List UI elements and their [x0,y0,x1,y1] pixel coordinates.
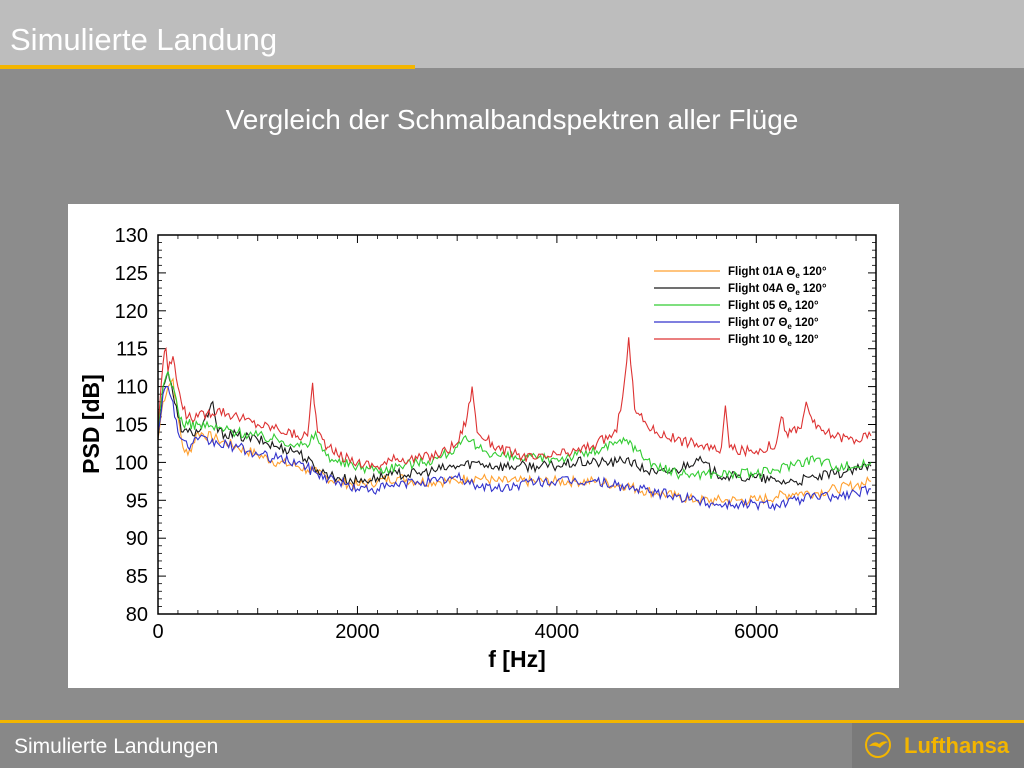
y-axis-label: PSD [dB] [78,374,104,474]
y-tick-label: 125 [115,263,148,285]
crane-logo-icon [865,732,891,758]
y-tick-label: 110 [116,377,148,399]
plot-frame [157,234,877,615]
y-tick-label: 115 [116,339,148,361]
legend-angle: 120° [795,300,819,312]
legend-subscript: e [787,322,792,331]
x-tick-label: 0 [152,621,163,643]
slide-header-title: Simulierte Landung [10,22,278,57]
legend-subscript: e [795,288,800,297]
x-tick-label: 2000 [335,621,380,643]
legend-angle: 120° [803,266,827,278]
header-accent-rule [0,65,415,69]
chart-panel: 80 85 90 95 100 105 110 115 120 125 130 0 2000 4000 60… [68,204,899,688]
legend-subscript: e [795,271,800,280]
legend-label: Flight 10 Θe 120° [728,334,819,348]
legend-series-name: Flight 05 Θ [728,300,787,312]
lufthansa-logo: Lufthansa [852,723,1024,768]
y-tick-label: 85 [126,566,148,588]
series-line-4 [158,385,872,512]
x-tick-label: 4000 [535,621,580,643]
y-tick-label: 90 [126,528,148,550]
logo-wordmark: Lufthansa [904,733,1010,758]
series-line-2 [158,371,872,487]
legend-label: Flight 07 Θe 120° [728,317,819,331]
legend-series-name: Flight 04A Θ [728,283,795,295]
y-tick-label: 80 [126,604,148,626]
legend-subscript: e [787,305,792,314]
legend-label: Flight 05 Θe 120° [728,300,819,314]
legend-label: Flight 04A Θe 120° [728,283,827,297]
legend-angle: 120° [795,317,819,329]
psd-chart: 80 85 90 95 100 105 110 115 120 125 130 0 2000 4000 60… [78,225,877,672]
legend-series-name: Flight 01A Θ [728,266,795,278]
y-tick-label: 130 [115,225,148,247]
y-tick-label: 105 [115,415,148,437]
series-line-1 [158,377,872,506]
x-tick-label: 6000 [734,621,779,643]
y-tick-label: 95 [126,490,148,512]
header-bar: Simulierte Landung [0,0,1024,68]
series-line-3 [158,369,872,482]
legend-angle: 120° [795,334,819,346]
legend-subscript: e [787,339,792,348]
footer-accent-rule [0,720,1024,723]
x-axis-label: f [Hz] [488,646,545,672]
series-line-5 [158,337,872,471]
legend-label: Flight 01A Θe 120° [728,266,827,280]
y-tick-label: 100 [115,452,148,474]
legend-angle: 120° [803,283,827,295]
y-tick-label: 120 [115,301,148,323]
legend-series-name: Flight 07 Θ [728,317,787,329]
slide-subtitle: Vergleich der Schmalbandspektren aller F… [225,104,799,135]
footer-text: Simulierte Landungen [14,735,219,758]
legend-series-name: Flight 10 Θ [728,334,787,346]
